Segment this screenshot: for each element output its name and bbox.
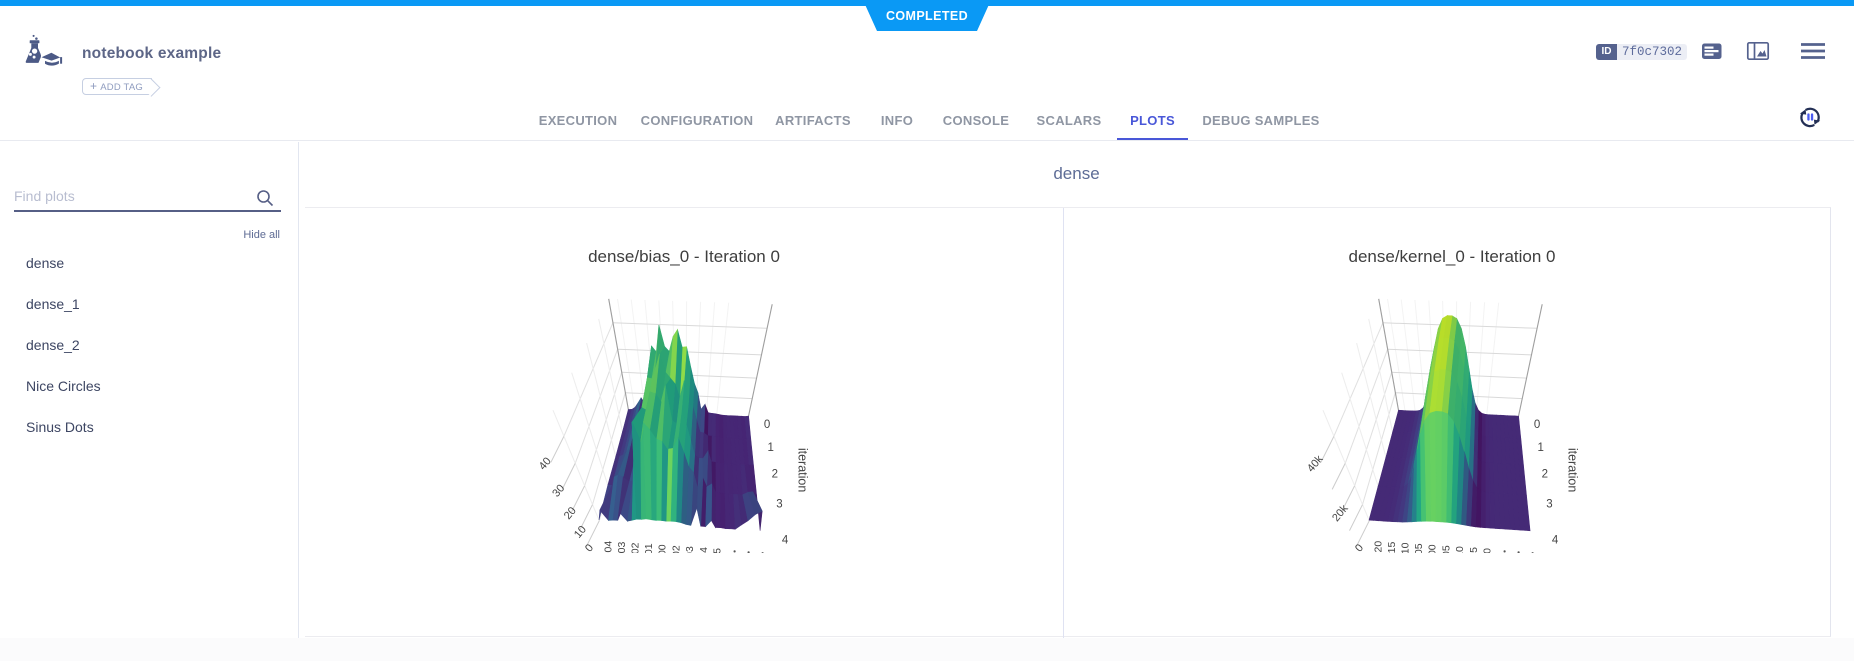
svg-text:0.20: 0.20	[1372, 541, 1384, 553]
svg-text:0.10: 0.10	[1399, 542, 1411, 553]
svg-text:0.00: 0.00	[657, 544, 669, 553]
svg-text:0.04: 0.04	[602, 541, 614, 553]
svg-text:3: 3	[776, 499, 782, 511]
svg-text:0.00: 0.00	[1427, 544, 1439, 553]
svg-text:3: 3	[1546, 499, 1552, 511]
svg-text:0.05: 0.05	[1413, 543, 1425, 553]
svg-text:10: 10	[572, 524, 589, 541]
svg-text:40: 40	[537, 455, 554, 472]
svg-text:0.01: 0.01	[643, 543, 655, 553]
svg-text:1: 1	[1537, 442, 1543, 454]
svg-text:0.15: 0.15	[1386, 542, 1398, 553]
svg-text:0.15: 0.15	[1468, 547, 1480, 553]
svg-text:1: 1	[767, 442, 773, 454]
svg-text:2: 2	[1542, 468, 1548, 480]
svg-text:0.05: 0.05	[1440, 545, 1452, 553]
svg-text:0.03: 0.03	[616, 542, 628, 553]
svg-text:40k: 40k	[1305, 453, 1326, 475]
svg-text:20: 20	[562, 505, 579, 522]
svg-text:4: 4	[782, 534, 789, 546]
svg-text:20k: 20k	[1330, 502, 1351, 524]
svg-text:0.04: 0.04	[698, 547, 710, 553]
svg-text:iteration: iteration	[795, 448, 809, 493]
svg-text:iteration: iteration	[1565, 448, 1579, 493]
svg-text:0: 0	[583, 542, 596, 553]
svg-text:0.20: 0.20	[1482, 548, 1494, 553]
svg-text:4: 4	[1552, 534, 1559, 546]
svg-text:0.10: 0.10	[1454, 546, 1466, 553]
svg-text:0.03: 0.03	[684, 546, 696, 553]
svg-text:0.02: 0.02	[629, 542, 641, 553]
svg-text:0.05: 0.05	[712, 548, 724, 553]
svg-text:0: 0	[764, 419, 770, 431]
svg-text:0.02: 0.02	[670, 545, 682, 553]
svg-text:2: 2	[772, 468, 778, 480]
svg-text:0: 0	[1353, 542, 1366, 553]
svg-text:0: 0	[1534, 419, 1540, 431]
